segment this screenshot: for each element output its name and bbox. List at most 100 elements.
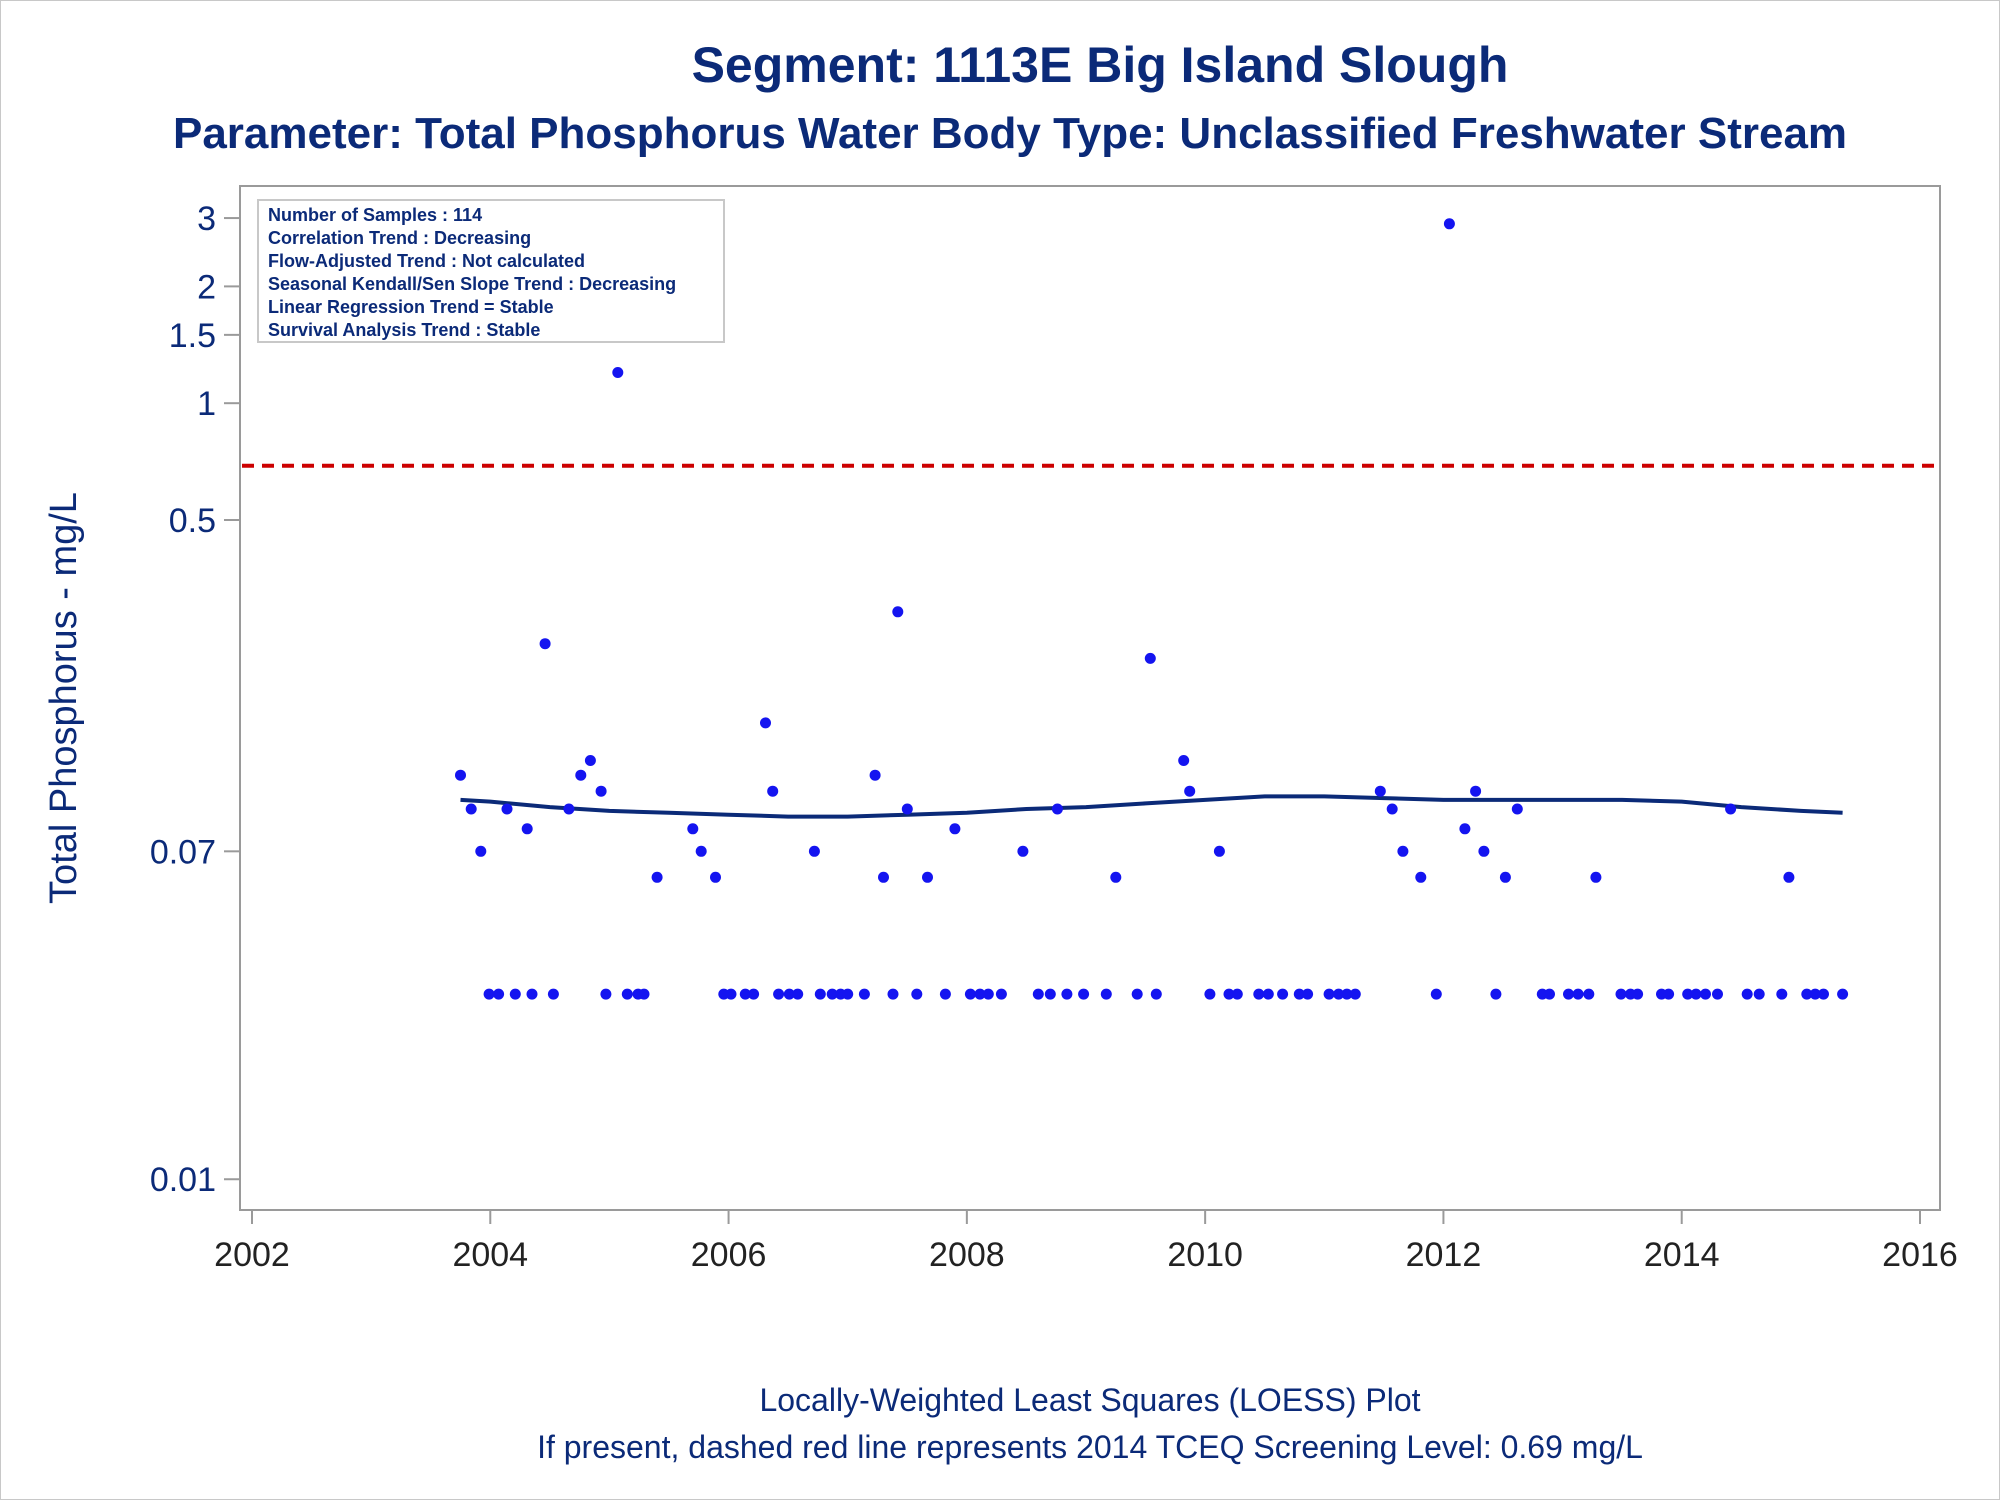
y-tick-label: 0.5: [169, 502, 216, 540]
x-tick-label: 2002: [214, 1236, 290, 1274]
data-point: [922, 871, 933, 883]
data-point: [1499, 871, 1511, 883]
stats-line-correlation: Correlation Trend : Decreasing: [268, 228, 531, 248]
data-point: [1078, 988, 1090, 1000]
chart-title: Segment: 1113E Big Island Slough: [692, 37, 1509, 93]
data-point: [563, 803, 575, 815]
data-point: [1690, 988, 1702, 1000]
footnote-loess: Locally-Weighted Least Squares (LOESS) P…: [759, 1382, 1420, 1418]
data-point: [638, 988, 650, 1000]
data-point: [695, 845, 707, 857]
data-point: [521, 823, 533, 835]
data-point: [1131, 988, 1143, 1000]
data-point: [1223, 988, 1235, 1000]
data-point: [651, 871, 663, 883]
data-point: [725, 988, 737, 1000]
data-point: [1783, 871, 1795, 883]
data-point: [1213, 845, 1225, 857]
data-point: [1017, 845, 1029, 857]
data-point: [1262, 988, 1274, 1000]
x-tick-label: 2014: [1644, 1236, 1720, 1274]
data-point: [1490, 988, 1502, 1000]
data-point: [1386, 803, 1398, 815]
data-point: [892, 606, 904, 618]
data-point: [1144, 652, 1156, 664]
data-point: [1044, 988, 1056, 1000]
data-point: [1204, 988, 1216, 1000]
data-point: [858, 988, 870, 1000]
data-point: [1741, 988, 1753, 1000]
data-point: [1572, 988, 1584, 1000]
data-point: [501, 803, 513, 815]
data-point: [982, 988, 994, 1000]
data-point: [1415, 871, 1427, 883]
data-point: [1470, 785, 1482, 797]
data-point: [826, 988, 838, 1000]
stats-box-border: [257, 199, 725, 343]
stats-line-samples: Number of Samples : 114: [268, 205, 482, 225]
data-point: [1615, 988, 1627, 1000]
stats-line-survival-analysis: Survival Analysis Trend : Stable: [268, 320, 540, 340]
data-point: [1231, 988, 1243, 1000]
data-point: [887, 988, 899, 1000]
data-point: [964, 988, 976, 1000]
data-point: [1478, 845, 1490, 857]
points-layer: [455, 218, 1849, 1000]
data-point: [773, 988, 785, 1000]
data-point: [1061, 988, 1073, 1000]
data-point: [911, 988, 923, 1000]
x-tick-label: 2016: [1882, 1236, 1958, 1274]
data-point: [1100, 988, 1112, 1000]
y-tick-label: 3: [197, 200, 216, 238]
data-point: [1341, 988, 1353, 1000]
data-point: [1801, 988, 1813, 1000]
data-point: [687, 823, 699, 835]
data-point: [1563, 988, 1574, 1000]
data-point: [739, 988, 751, 1000]
data-point: [710, 871, 721, 883]
data-point: [1032, 988, 1044, 1000]
data-point: [475, 845, 487, 857]
data-point: [493, 988, 505, 1000]
y-tick-label: 1.5: [169, 317, 216, 355]
y-tick-label: 2: [197, 268, 216, 306]
data-point: [483, 988, 495, 1000]
data-point: [814, 988, 826, 1000]
x-tick-label: 2004: [452, 1236, 528, 1274]
x-tick-label: 2006: [691, 1236, 767, 1274]
data-point: [1753, 988, 1765, 1000]
data-point: [792, 988, 804, 1000]
data-point: [1632, 988, 1644, 1000]
data-point: [939, 988, 951, 1000]
data-point: [1712, 988, 1723, 1000]
data-point: [600, 988, 612, 1000]
data-point: [595, 785, 607, 797]
data-point: [575, 769, 587, 781]
x-tick-label: 2012: [1406, 1236, 1482, 1274]
data-point: [1302, 988, 1314, 1000]
data-point: [1682, 988, 1694, 1000]
y-tick-label: 0.01: [150, 1161, 216, 1199]
loess-curve: [460, 794, 1843, 819]
data-point: [1583, 988, 1595, 1000]
y-axis-label: Total Phosphorus - mg/L: [43, 492, 85, 904]
data-point: [901, 803, 913, 815]
data-point: [1663, 988, 1675, 1000]
data-point: [1776, 988, 1788, 1000]
y-tick-label: 1: [197, 385, 216, 423]
data-point: [1184, 785, 1196, 797]
chart-subtitle: Parameter: Total Phosphorus Water Body T…: [173, 109, 1847, 158]
stats-line-seasonal-kendall: Seasonal Kendall/Sen Slope Trend : Decre…: [268, 274, 676, 294]
data-point: [1374, 785, 1386, 797]
data-point: [1818, 988, 1829, 1000]
data-point: [1293, 988, 1305, 1000]
data-point: [509, 988, 521, 1000]
data-point: [1430, 988, 1442, 1000]
data-point: [1443, 218, 1455, 230]
data-point: [760, 717, 771, 729]
data-point: [1700, 988, 1711, 1000]
data-point: [1253, 988, 1265, 1000]
stats-line-flow-adjusted: Flow-Adjusted Trend : Not calculated: [268, 251, 585, 271]
